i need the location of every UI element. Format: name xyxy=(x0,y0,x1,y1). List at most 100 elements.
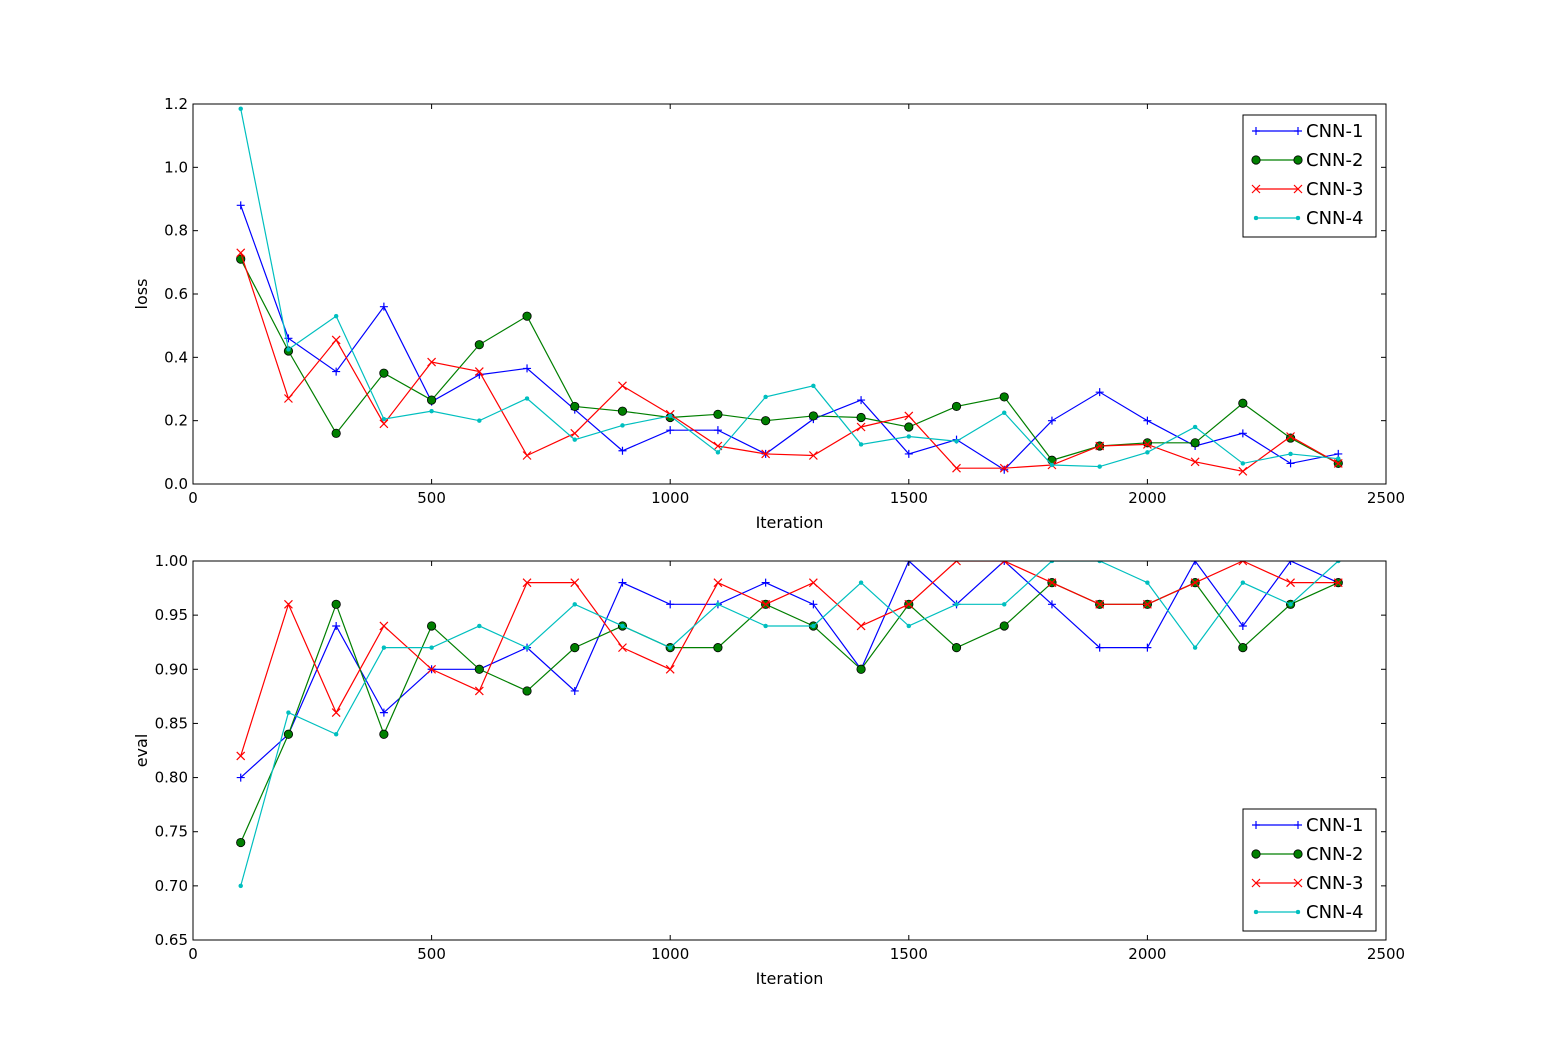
x-tick-label: 2000 xyxy=(1128,489,1166,507)
data-point xyxy=(1238,621,1247,630)
data-point xyxy=(236,254,246,264)
data-point xyxy=(665,664,675,674)
eval-chart: 0 500 1000 1500 2000 2500 0.65 0.70 0.75 0.80 0.85… xyxy=(132,552,1405,988)
data-point xyxy=(379,729,389,739)
data-point xyxy=(954,602,959,607)
data-point xyxy=(809,600,818,609)
data-point xyxy=(1238,398,1248,408)
data-point xyxy=(284,394,293,403)
legend-marker xyxy=(1252,821,1260,829)
data-point xyxy=(808,411,818,421)
data-point xyxy=(1192,424,1198,430)
data-point xyxy=(951,401,962,412)
data-point xyxy=(381,645,387,650)
x-tick-label: 0 xyxy=(188,945,198,963)
data-point xyxy=(1095,441,1105,451)
data-point xyxy=(572,602,578,607)
data-point xyxy=(331,335,341,345)
data-point xyxy=(999,621,1009,631)
y-tick-label: 0.75 xyxy=(155,823,188,841)
y-tick-label: 0.0 xyxy=(164,475,188,493)
legend-label: CNN-1 xyxy=(1306,815,1363,836)
y-tick-label: 0.8 xyxy=(164,222,188,240)
data-point xyxy=(1095,643,1104,652)
data-point xyxy=(1288,451,1293,457)
y-tick-label: 0.95 xyxy=(155,606,188,624)
data-point xyxy=(952,463,961,473)
legend-label: CNN-3 xyxy=(1306,873,1363,894)
data-point xyxy=(618,643,627,653)
y-tick-label: 0.70 xyxy=(155,877,188,895)
data-point xyxy=(331,428,341,438)
data-point xyxy=(1095,599,1105,609)
data-point xyxy=(1286,459,1295,468)
data-point xyxy=(427,357,437,367)
data-point xyxy=(236,773,245,782)
series-line xyxy=(240,252,1339,472)
data-point xyxy=(1238,643,1248,653)
data-point xyxy=(429,645,434,650)
data-point xyxy=(522,451,532,460)
y-tick-label: 0.80 xyxy=(155,769,188,787)
data-point xyxy=(236,248,246,258)
data-point xyxy=(524,645,530,650)
data-point xyxy=(1240,580,1246,585)
data-point xyxy=(906,434,912,439)
legend-item-cnn-2: CNN-2 xyxy=(1251,844,1363,865)
data-point xyxy=(474,686,484,696)
data-point xyxy=(236,201,245,210)
legend-label: CNN-3 xyxy=(1306,179,1363,200)
data-point xyxy=(426,621,437,631)
data-point xyxy=(236,837,246,848)
data-point xyxy=(1240,461,1246,466)
legend-label: CNN-1 xyxy=(1306,121,1363,142)
data-point xyxy=(1047,416,1056,425)
data-point xyxy=(1333,578,1343,588)
data-point xyxy=(763,394,768,400)
legend-marker xyxy=(1293,184,1303,194)
data-point xyxy=(620,423,625,428)
legend-item-cnn-4: CNN-4 xyxy=(1253,902,1363,923)
data-point xyxy=(1288,602,1293,607)
y-axis-label: eval xyxy=(132,734,151,768)
data-point xyxy=(332,367,341,376)
data-point xyxy=(1145,450,1150,455)
data-point xyxy=(1286,432,1295,441)
data-point xyxy=(1190,438,1200,448)
data-point xyxy=(858,442,864,447)
data-point xyxy=(286,710,291,715)
legend-marker xyxy=(1293,155,1303,165)
data-point xyxy=(1001,602,1007,607)
data-point xyxy=(618,381,627,391)
legend-label: CNN-4 xyxy=(1306,902,1363,923)
data-point xyxy=(904,422,914,432)
y-tick-label: 0.6 xyxy=(164,285,188,303)
data-point xyxy=(1143,643,1152,652)
data-point xyxy=(381,416,387,422)
data-point xyxy=(331,599,341,609)
legend-marker xyxy=(1253,909,1259,915)
data-point xyxy=(523,364,532,373)
series-cnn-3 xyxy=(236,248,1343,476)
data-point xyxy=(286,347,291,352)
plot-area xyxy=(236,106,1343,476)
data-point xyxy=(474,367,484,377)
data-point xyxy=(379,368,389,378)
plot-area xyxy=(236,561,1343,889)
data-point xyxy=(618,578,627,587)
series-cnn-3 xyxy=(236,561,1343,761)
data-point xyxy=(522,686,532,696)
data-point xyxy=(666,426,675,435)
series-line xyxy=(240,561,1339,887)
x-tick-label: 2500 xyxy=(1367,489,1405,507)
y-tick-label: 0.90 xyxy=(155,660,188,678)
x-tick-label: 2000 xyxy=(1128,945,1166,963)
legend-item-cnn-1: CNN-1 xyxy=(1252,815,1363,836)
data-point xyxy=(666,600,675,609)
data-point xyxy=(713,426,722,435)
data-point xyxy=(715,602,721,607)
data-point xyxy=(1142,599,1152,609)
data-point xyxy=(1238,466,1248,476)
legend-item-cnn-1: CNN-1 xyxy=(1252,121,1363,142)
